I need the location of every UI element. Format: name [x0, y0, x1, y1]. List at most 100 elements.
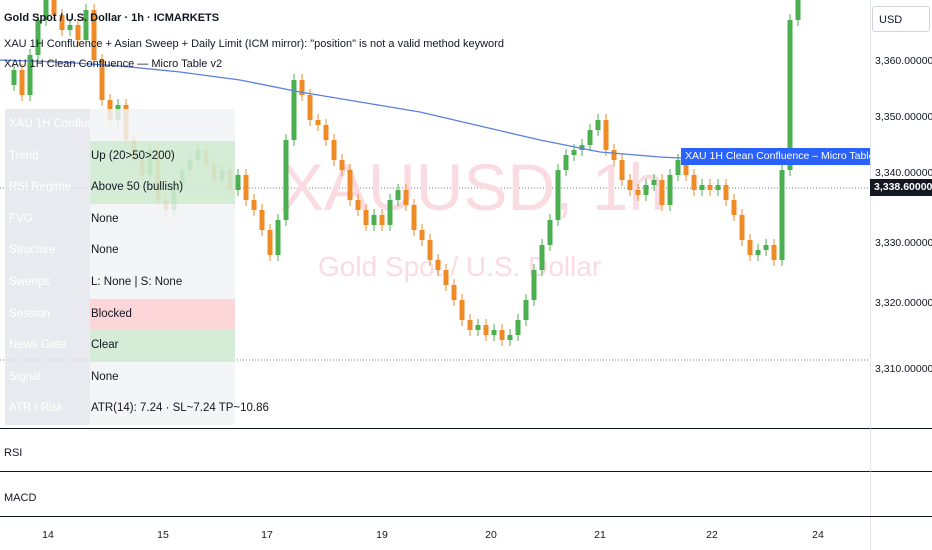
candle-body — [315, 120, 321, 125]
candle-body — [507, 335, 513, 340]
table-row-value: None — [90, 361, 235, 394]
table-row-label: Structure — [5, 235, 90, 267]
rsi-pane-axis[interactable] — [870, 428, 932, 471]
candle-body — [795, 0, 801, 20]
candle-body — [595, 120, 601, 130]
symbol-legend[interactable]: Gold Spot / U.S. Dollar · 1h · ICMARKETS — [4, 12, 220, 24]
table-title-value — [90, 109, 235, 141]
candle-body — [675, 160, 681, 175]
candle-body — [747, 240, 753, 255]
table-row: Signal None — [5, 361, 235, 394]
macd-pane-axis[interactable] — [870, 471, 932, 516]
time-axis-label: 22 — [706, 529, 718, 541]
candle-body — [515, 320, 521, 335]
watermark-name: Gold Spot / U.S. Dollar — [318, 251, 601, 282]
candle-body — [635, 190, 641, 195]
candle-body — [67, 25, 73, 30]
table-row-value: Clear — [90, 330, 235, 362]
candle-body — [19, 70, 25, 95]
price-axis-label: 3,350.0000000 — [875, 111, 932, 123]
candle-body — [299, 80, 305, 95]
table-row-label: RSI Regime — [5, 172, 90, 204]
time-axis[interactable]: 14 15 17 19 20 21 22 24 — [0, 516, 932, 550]
table-row-label: Trend — [5, 140, 90, 173]
time-axis-label: 20 — [485, 529, 497, 541]
table-row-value: None — [90, 235, 235, 267]
candle-body — [259, 210, 265, 230]
price-axis[interactable]: 3,360.00000003,350.00000003,340.00000003… — [870, 0, 932, 517]
candle-body — [651, 180, 657, 185]
macd-pane[interactable]: MACD — [0, 471, 870, 516]
candle-body — [731, 200, 737, 215]
candle-body — [75, 25, 81, 40]
table-title-row: XAU 1H Confluence — [5, 109, 235, 141]
candle-body — [355, 200, 361, 210]
candle-body — [395, 190, 401, 200]
table-title: XAU 1H Confluence — [5, 109, 112, 141]
candle-body — [603, 120, 609, 150]
candle-body — [763, 245, 769, 250]
candle-body — [387, 200, 393, 225]
price-axis-label: 3,340.0000000 — [875, 167, 932, 179]
candle-body — [435, 260, 441, 270]
candle-body — [667, 175, 673, 205]
rsi-pane[interactable]: RSI — [0, 428, 870, 471]
price-axis-label: 3,360.0000000 — [875, 55, 932, 67]
candle-body — [307, 95, 313, 120]
time-axis-corner[interactable] — [870, 517, 932, 550]
candle-body — [235, 175, 241, 190]
candle-body — [531, 270, 537, 300]
indicator-legend-2[interactable]: XAU 1H Clean Confluence — Micro Table v2 — [4, 58, 223, 70]
table-row-value: L: None | S: None — [90, 266, 235, 299]
candle-body — [691, 175, 697, 190]
time-axis-label: 17 — [261, 529, 273, 541]
candle-body — [779, 170, 785, 260]
ema-200-line — [0, 59, 782, 161]
candle-body — [771, 245, 777, 260]
confluence-table: XAU 1H Confluence Trend Up (20>50>200) RSI… — [5, 109, 269, 425]
table-row: Structure None — [5, 235, 235, 267]
table-row: Session Blocked — [5, 298, 235, 331]
candle-body — [291, 80, 297, 140]
candle-body — [707, 185, 713, 190]
time-axis-label: 19 — [376, 529, 388, 541]
table-row: Sweeps L: None | S: None — [5, 266, 235, 299]
time-axis-label: 15 — [157, 529, 169, 541]
candle-body — [35, 20, 41, 55]
currency-selector[interactable]: USD — [872, 6, 930, 32]
candle-body — [283, 140, 289, 220]
price-axis-label: 3,330.0000000 — [875, 237, 932, 249]
candle-body — [643, 185, 649, 195]
candle-body — [91, 10, 97, 60]
candle-body — [427, 240, 433, 260]
candle-body — [451, 285, 457, 300]
candle-body — [563, 155, 569, 170]
candle-body — [459, 300, 465, 320]
candle-body — [275, 220, 281, 255]
candle-body — [243, 175, 249, 200]
table-row-label: Session — [5, 298, 90, 331]
table-row-value: None — [90, 203, 235, 236]
candle-body — [323, 125, 329, 140]
candle-body — [51, 0, 57, 15]
table-row: News Gate Clear — [5, 330, 235, 362]
table-row-value: Blocked — [90, 298, 235, 331]
price-chart[interactable]: XAUUSD, 1h Gold Spot / U.S. Dollar — [0, 0, 870, 428]
candle-body — [339, 160, 345, 170]
candle-body — [523, 300, 529, 320]
time-axis-label: 24 — [812, 529, 824, 541]
last-price-tag: 3,338.6000000 — [870, 179, 932, 196]
candle-body — [587, 130, 593, 145]
candle-body — [555, 170, 561, 220]
time-axis-label: 21 — [594, 529, 606, 541]
table-row-label: ATR / Risk — [5, 393, 90, 425]
candle-body — [11, 70, 17, 85]
candle-body — [579, 145, 585, 150]
candle-body — [379, 215, 385, 225]
table-row: Trend Up (20>50>200) — [5, 140, 235, 173]
candle-body — [547, 220, 553, 245]
rsi-pane-label: RSI — [4, 447, 23, 459]
table-row-label: Sweeps — [5, 266, 90, 299]
candle-body — [483, 325, 489, 335]
indicator-legend-1[interactable]: XAU 1H Confluence + Asian Sweep + Daily … — [4, 38, 504, 50]
